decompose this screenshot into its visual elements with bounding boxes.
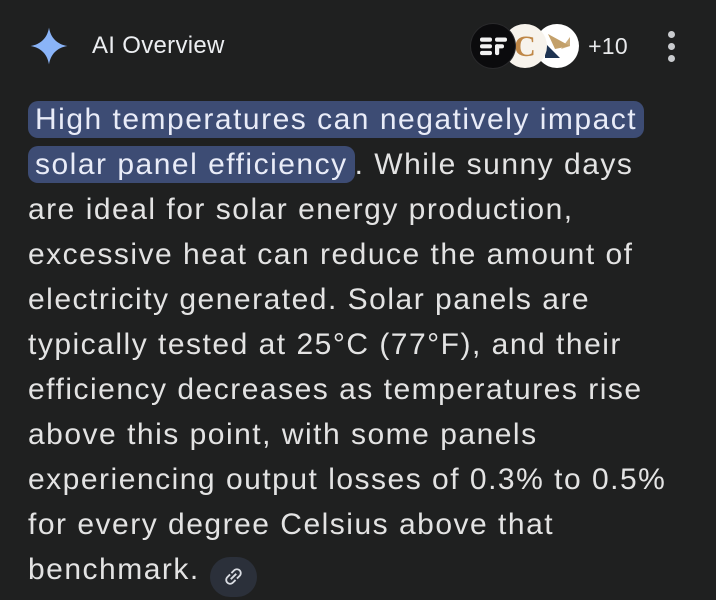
header-left: AI Overview [28, 25, 225, 67]
more-sources-count[interactable]: +10 [588, 32, 628, 59]
source-favicon-geometric[interactable] [535, 24, 580, 68]
link-icon [225, 568, 242, 585]
ai-overview-header: AI Overview C [28, 22, 684, 70]
more-options-button[interactable] [658, 26, 684, 66]
citation-link-button[interactable] [209, 556, 257, 597]
overview-body-text: . While sunny days are ideal for solar e… [28, 148, 667, 586]
gemini-sparkle-icon [30, 27, 68, 65]
c-logo-icon: C [514, 30, 536, 63]
geometric-logo-icon [545, 34, 571, 58]
page-title: AI Overview [92, 32, 225, 59]
svg-text:C: C [514, 30, 536, 63]
kebab-dot [667, 54, 675, 62]
kebab-dot [667, 30, 675, 38]
kebab-dot [667, 42, 675, 50]
overview-paragraph: High temperatures can negatively impact … [28, 97, 690, 597]
header-right: C +10 [471, 24, 684, 68]
ef-logo-icon [480, 37, 508, 56]
source-favicon-ef[interactable] [471, 24, 516, 68]
source-favicon-stack[interactable]: C [471, 24, 580, 68]
